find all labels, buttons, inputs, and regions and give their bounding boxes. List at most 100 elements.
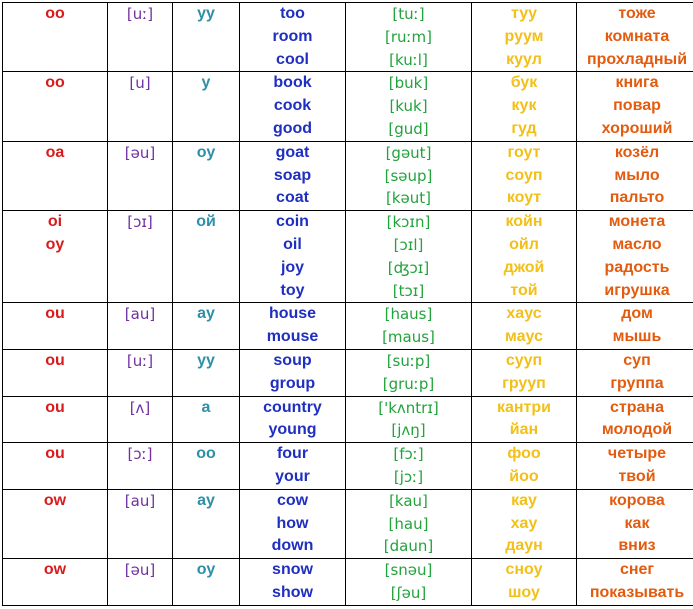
translation: радость [577, 257, 693, 280]
translation: тоже [577, 3, 693, 26]
translation: прохладный [577, 49, 693, 72]
word-transcription: [kəut] [346, 187, 471, 210]
russian-reading: койн [472, 211, 576, 234]
translation: мышь [577, 326, 693, 349]
russian-reading: гуд [472, 118, 576, 141]
example-word: goat [240, 142, 345, 165]
russian-reading: бук [472, 72, 576, 95]
word-transcription: [gəut] [346, 142, 471, 165]
word-transcription: [haus] [346, 303, 471, 326]
translation: вниз [577, 535, 693, 558]
translation: пальто [577, 187, 693, 210]
russian-sound-cell: ау [173, 303, 240, 350]
russian-sound-cell: уу [173, 349, 240, 396]
letter-combination-cell: ow [3, 489, 108, 558]
example-word: room [240, 26, 345, 49]
russian-sound: оо [173, 443, 239, 466]
letter-combination: ou [3, 443, 107, 466]
word-transcription: [kɔɪn] [346, 211, 471, 234]
example-word: mouse [240, 326, 345, 349]
example-word: snow [240, 559, 345, 582]
russian-sound: ой [173, 211, 239, 234]
letter-combination: ou [3, 350, 107, 373]
letter-combination: ou [3, 303, 107, 326]
sound-transcription: [ʌ] [108, 397, 172, 420]
russian-sound: у [173, 72, 239, 95]
russian-sound-cell: уу [173, 3, 240, 72]
sound-transcription-cell: [au] [108, 303, 173, 350]
translation: мыло [577, 165, 693, 188]
russian-reading: руум [472, 26, 576, 49]
example-word: your [240, 466, 345, 489]
russian-reading: джой [472, 257, 576, 280]
word-transcription: [ruːm] [346, 26, 471, 49]
example-word: cow [240, 490, 345, 513]
sound-transcription: [ɔɪ] [108, 211, 172, 234]
translation: дом [577, 303, 693, 326]
word-transcription: [fɔː] [346, 443, 471, 466]
word-transcription: [səup] [346, 165, 471, 188]
word-transcription-cell: [kau][hau][daun] [346, 489, 472, 558]
translation: монета [577, 211, 693, 234]
translation: снег [577, 559, 693, 582]
word-transcription: [gruːp] [346, 373, 471, 396]
letter-combination-cell: oo [3, 72, 108, 141]
translation: повар [577, 95, 693, 118]
word-transcription: [tuː] [346, 3, 471, 26]
sound-transcription: [u] [108, 72, 172, 95]
letter-combination: oy [3, 234, 107, 257]
russian-reading: кантри [472, 397, 576, 420]
example-word: cool [240, 49, 345, 72]
sound-transcription-cell: [au] [108, 489, 173, 558]
russian-reading: даун [472, 535, 576, 558]
word-transcription: [kuːl] [346, 49, 471, 72]
translation: козёл [577, 142, 693, 165]
russian-reading: сноу [472, 559, 576, 582]
word-transcription-cell: [suːp][gruːp] [346, 349, 472, 396]
word-transcription: [ʤɔɪ] [346, 257, 471, 280]
russian-reading: кук [472, 95, 576, 118]
word-transcription: ['kʌntrɪ] [346, 397, 471, 420]
word-transcription: [suːp] [346, 350, 471, 373]
word-transcription-cell: ['kʌntrɪ][jʌŋ] [346, 396, 472, 443]
sound-transcription-cell: [ʌ] [108, 396, 173, 443]
example-word: oil [240, 234, 345, 257]
letter-combination-cell: ou [3, 443, 108, 490]
letter-combination-cell: oo [3, 3, 108, 72]
russian-reading: той [472, 280, 576, 303]
translation: молодой [577, 419, 693, 442]
word-transcription-cell: [tuː][ruːm][kuːl] [346, 3, 472, 72]
russian-sound: а [173, 397, 239, 420]
example-word: how [240, 513, 345, 536]
example-word: group [240, 373, 345, 396]
translation: твой [577, 466, 693, 489]
word-transcription: [maus] [346, 326, 471, 349]
example-word: book [240, 72, 345, 95]
russian-sound: уу [173, 350, 239, 373]
word-transcription: [daun] [346, 535, 471, 558]
example-word: show [240, 582, 345, 605]
russian-sound-cell: ой [173, 211, 240, 303]
sound-transcription-cell: [uː] [108, 3, 173, 72]
